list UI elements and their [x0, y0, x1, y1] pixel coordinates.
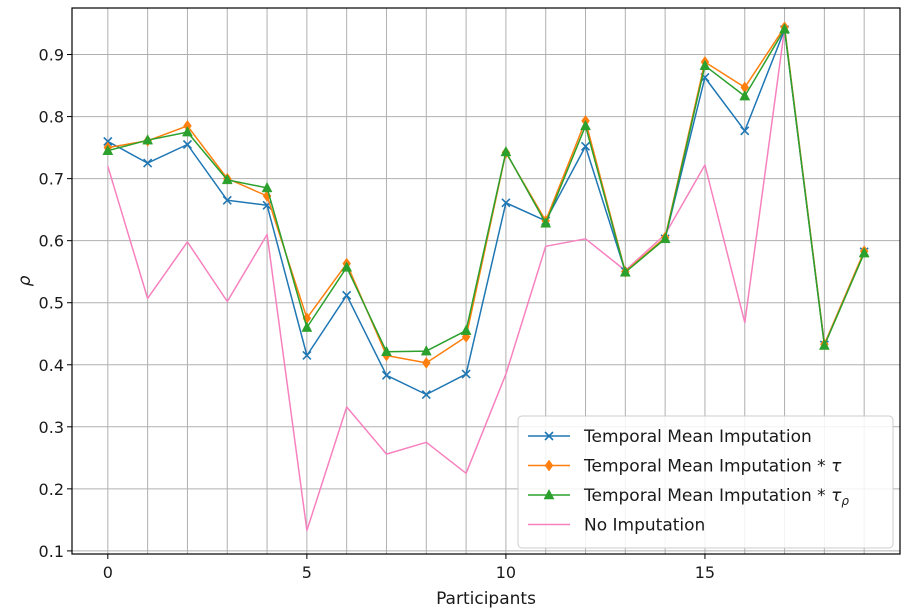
data-point: [421, 389, 431, 400]
data-point: [580, 119, 591, 131]
legend-label: No Imputation: [584, 516, 705, 536]
series-lines: [102, 21, 870, 532]
data-point: [261, 181, 273, 193]
data-point: [381, 370, 392, 380]
series-3: [107, 27, 865, 532]
data-point: [501, 198, 511, 208]
data-point: [102, 144, 114, 155]
legend-marker: [544, 431, 554, 441]
y-tick-label: 0.7: [39, 170, 64, 189]
data-point: [142, 134, 154, 145]
series-line: [107, 27, 865, 532]
data-point: [460, 324, 472, 335]
data-point: [301, 321, 313, 332]
legend-marker: [544, 459, 554, 472]
data-point: [341, 261, 353, 272]
series-line: [107, 26, 865, 364]
y-tick-label: 0.6: [39, 232, 64, 251]
x-tick-label: 10: [496, 563, 516, 582]
plot-frame: [71, 7, 901, 555]
y-tick-label: 0.1: [39, 542, 64, 561]
y-tick-label: 0.4: [39, 356, 64, 375]
data-point: [182, 139, 193, 150]
series-2: [102, 23, 870, 356]
data-point: [302, 350, 312, 361]
axis-ticks: 0 5 10 15 0.1 0.2 0.3 0.4 0.5 0.6 0.7 0.8 0.9: [39, 46, 716, 582]
data-point: [182, 126, 193, 137]
legend: Temporal Mean Imputation Temporal Mean Im…: [517, 415, 894, 549]
data-point: [739, 90, 751, 101]
data-point: [143, 158, 153, 168]
data-point: [740, 126, 750, 136]
data-point: [699, 59, 711, 70]
data-point: [580, 141, 591, 151]
legend-entry: Temporal Mean Imputation: [528, 427, 812, 447]
data-point: [103, 136, 113, 146]
y-tick-label: 0.9: [39, 46, 64, 65]
data-point: [619, 266, 631, 277]
legend-entry: Temporal Mean Imputation * τρ: [528, 486, 849, 508]
y-tick-label: 0.8: [39, 108, 64, 127]
y-tick-label: 0.2: [39, 480, 64, 499]
data-point: [818, 339, 830, 350]
legend-entry: Temporal Mean Imputation * τ: [528, 457, 842, 477]
x-tick-label: 0: [103, 563, 113, 582]
legend-entry: No Imputation: [528, 516, 705, 536]
data-point: [381, 345, 392, 356]
y-axis-label: ρ: [15, 275, 35, 286]
y-tick-label: 0.5: [39, 294, 64, 313]
y-tick-label: 0.3: [39, 418, 64, 437]
x-tick-label: 5: [302, 563, 312, 582]
data-point: [500, 145, 512, 157]
legend-box: [517, 415, 894, 549]
legend-label: Temporal Mean Imputation * τρ: [583, 486, 849, 508]
legend-label: Temporal Mean Imputation: [583, 427, 812, 447]
data-point: [421, 356, 431, 369]
data-point: [420, 345, 432, 356]
data-point: [659, 232, 671, 244]
series-line: [107, 28, 865, 396]
data-point: [540, 217, 552, 228]
legend-label: Temporal Mean Imputation * τ: [583, 457, 842, 477]
series-1: [103, 21, 869, 369]
data-point: [779, 23, 790, 34]
legend-marker: [543, 488, 555, 500]
data-point: [342, 290, 352, 300]
series-line: [107, 28, 865, 353]
x-axis-label: Participants: [436, 589, 536, 609]
x-tick-label: 15: [695, 563, 715, 582]
data-point: [858, 247, 870, 258]
data-point: [222, 195, 232, 205]
data-point: [461, 369, 471, 379]
data-point: [221, 173, 233, 185]
